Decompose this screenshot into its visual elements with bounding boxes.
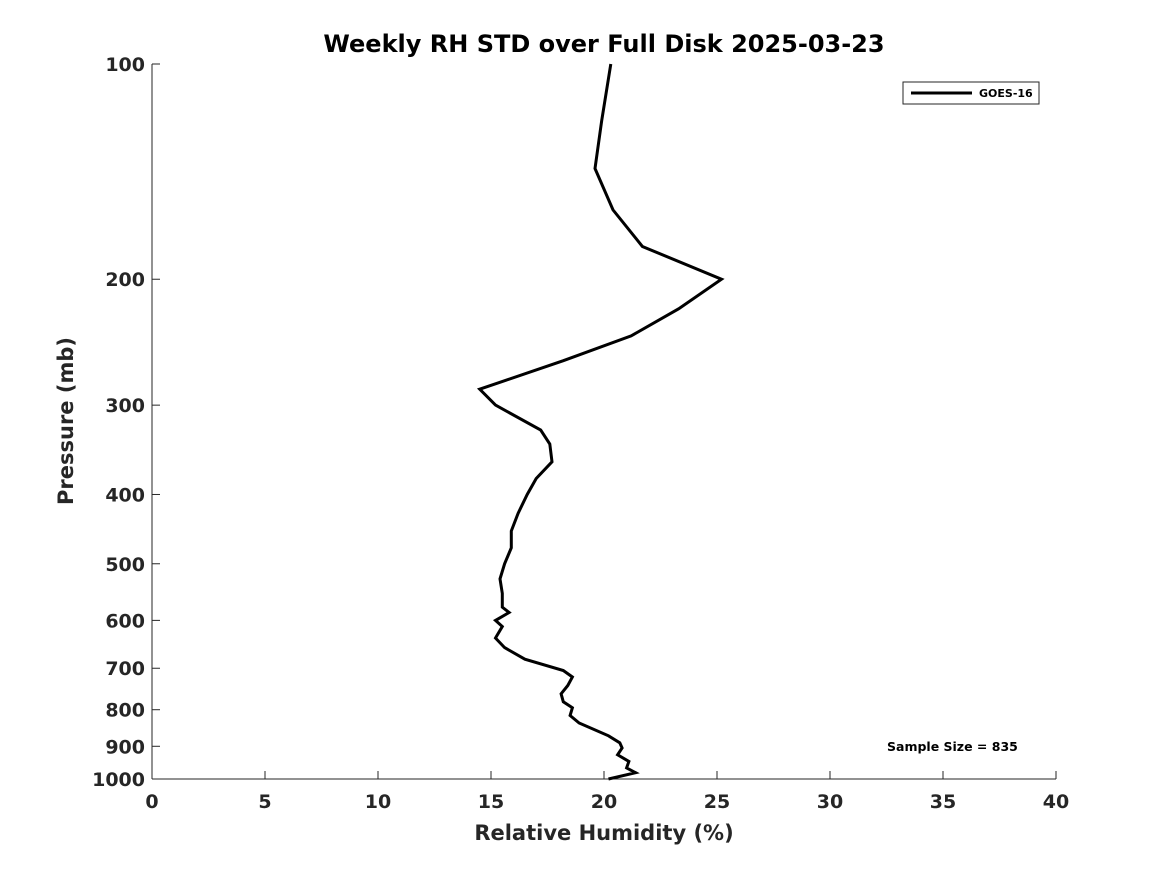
y-tick-label: 200 <box>105 269 145 291</box>
y-tick-label: 800 <box>105 700 145 722</box>
x-tick-label: 0 <box>145 791 158 813</box>
x-tick-label: 10 <box>365 791 391 813</box>
x-tick-label: 15 <box>478 791 504 813</box>
chart-title: Weekly RH STD over Full Disk 2025-03-23 <box>323 30 884 58</box>
y-tick-label: 300 <box>105 395 145 417</box>
y-tick-label: 700 <box>105 658 145 680</box>
x-tick-label: 35 <box>930 791 956 813</box>
axes <box>151 64 1056 780</box>
y-tick-label: 1000 <box>92 769 145 791</box>
x-tick-label: 30 <box>817 791 843 813</box>
y-tick-label: 100 <box>105 54 145 76</box>
x-ticks: 0 5 10 15 20 25 30 35 40 <box>145 771 1069 813</box>
y-tick-label: 400 <box>105 484 145 506</box>
x-tick-label: 40 <box>1043 791 1069 813</box>
sample-size-annotation: Sample Size = 835 <box>887 739 1018 754</box>
x-tick-label: 20 <box>591 791 617 813</box>
x-axis-label: Relative Humidity (%) <box>474 821 733 845</box>
x-tick-label: 5 <box>258 791 271 813</box>
x-tick-label: 25 <box>704 791 730 813</box>
y-axis-label: Pressure (mb) <box>54 337 78 505</box>
y-tick-label: 500 <box>105 554 145 576</box>
y-ticks: 100 200 300 400 500 600 700 800 900 1000 <box>92 54 160 791</box>
y-tick-label: 600 <box>105 610 145 632</box>
legend-label: GOES-16 <box>979 87 1033 100</box>
legend: GOES-16 <box>902 81 1040 105</box>
series-line-goes-16 <box>476 63 725 781</box>
series-layer <box>476 63 725 781</box>
y-tick-label: 900 <box>105 736 145 758</box>
